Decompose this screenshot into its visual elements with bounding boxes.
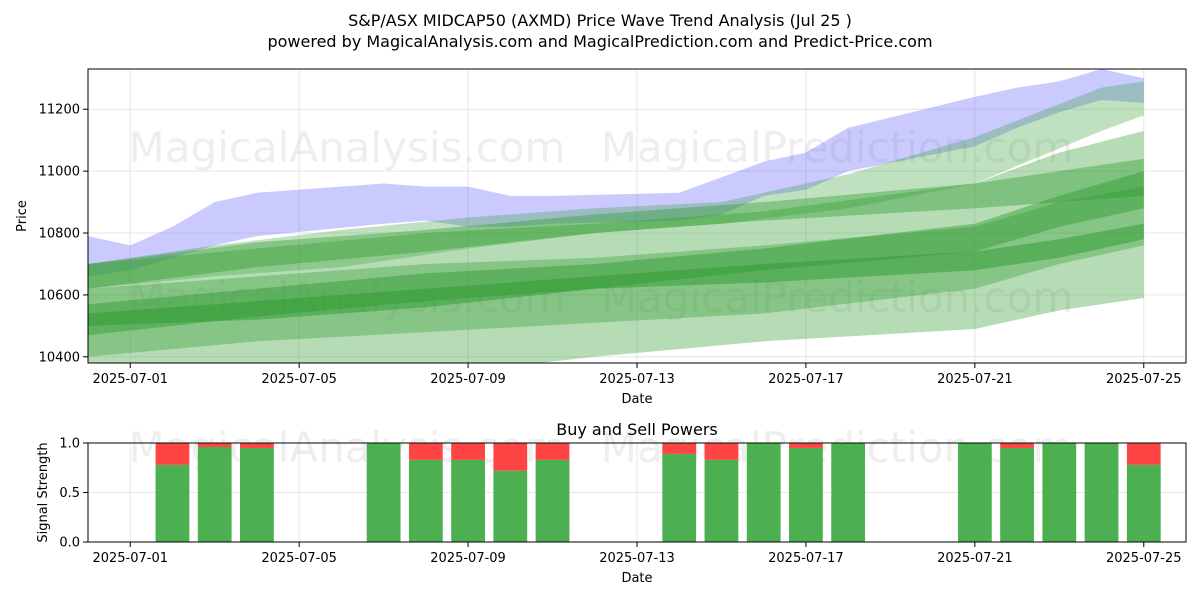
price-panel: MagicalAnalysis.com MagicalPrediction.com… xyxy=(15,68,1187,407)
bottom-y-tick-label: 0.5 xyxy=(59,486,80,501)
bottom-y-tick-label: 1.0 xyxy=(59,437,80,452)
bottom-x-tick-label: 2025-07-09 xyxy=(430,551,506,566)
bottom-y-tick-label: 0.0 xyxy=(59,536,80,551)
buy-bar xyxy=(957,443,992,542)
buy-bar xyxy=(789,447,823,542)
top-y-tick-label: 11000 xyxy=(39,165,80,180)
bottom-y-axis-label: Signal Strength xyxy=(36,442,51,542)
sell-bar xyxy=(535,443,570,460)
top-x-tick-label: 2025-07-05 xyxy=(261,372,337,387)
buy-bar xyxy=(831,443,866,542)
buy-bar xyxy=(535,459,570,542)
signal-panel-title: Buy and Sell Powers xyxy=(556,420,718,439)
price-band-0 xyxy=(88,69,1144,277)
top-y-tick-label: 10800 xyxy=(39,227,80,242)
top-x-tick-label: 2025-07-21 xyxy=(937,372,1013,387)
buy-bar xyxy=(366,443,401,542)
top-x-tick-label: 2025-07-09 xyxy=(430,372,506,387)
buy-bar xyxy=(1084,443,1119,542)
sell-bar xyxy=(662,443,697,454)
bottom-x-tick-label: 2025-07-17 xyxy=(768,551,844,566)
sell-bar xyxy=(408,443,443,460)
top-x-tick-label: 2025-07-17 xyxy=(768,372,844,387)
chart-title: S&P/ASX MIDCAP50 (AXMD) Price Wave Trend… xyxy=(348,11,852,30)
buy-bar xyxy=(1042,443,1077,542)
buy-bar xyxy=(197,446,232,542)
sell-bar xyxy=(1000,443,1034,448)
sell-bar xyxy=(789,443,823,448)
bands xyxy=(88,69,1144,363)
top-x-tick-label: 2025-07-25 xyxy=(1106,372,1182,387)
sell-bar xyxy=(197,443,232,447)
top-x-tick-label: 2025-07-01 xyxy=(92,372,168,387)
top-x-tick-label: 2025-07-13 xyxy=(599,372,675,387)
buy-bar xyxy=(155,464,190,542)
price-band-6 xyxy=(88,223,1144,326)
buy-bar xyxy=(408,459,443,542)
top-x-axis-label: Date xyxy=(621,392,652,407)
bottom-x-tick-label: 2025-07-25 xyxy=(1106,551,1182,566)
buy-bar xyxy=(662,453,697,542)
price-band-2 xyxy=(88,158,1144,289)
buy-bar xyxy=(240,447,274,542)
buy-bar xyxy=(1126,464,1161,542)
buy-bar xyxy=(1000,447,1034,542)
watermark: MagicalPrediction.com xyxy=(601,123,1074,172)
chart-subtitle: powered by MagicalAnalysis.com and Magic… xyxy=(267,32,932,51)
price-band-4 xyxy=(88,171,1144,336)
signal-panel: MagicalAnalysis.comMagicalPrediction.com… xyxy=(36,420,1187,586)
bottom-x-tick-label: 2025-07-05 xyxy=(261,551,337,566)
top-y-tick-label: 10600 xyxy=(39,288,80,303)
price-band-1 xyxy=(88,81,1144,289)
buy-bar xyxy=(704,459,739,542)
sell-bar xyxy=(451,443,485,460)
sell-bar xyxy=(1126,443,1161,465)
buy-bar xyxy=(451,459,485,542)
bottom-x-axis-label: Date xyxy=(621,571,652,586)
sell-bar xyxy=(155,443,190,465)
top-y-tick-label: 11200 xyxy=(39,103,80,118)
buy-bar xyxy=(746,443,781,542)
sell-bar xyxy=(704,443,739,460)
sell-bar xyxy=(240,443,274,448)
bottom-x-tick-label: 2025-07-13 xyxy=(599,551,675,566)
bottom-x-tick-label: 2025-07-01 xyxy=(92,551,168,566)
buy-bar xyxy=(493,470,528,542)
top-y-tick-label: 10400 xyxy=(39,350,80,365)
watermark: MagicalAnalysis.com xyxy=(129,123,566,172)
signal-bars xyxy=(155,443,1161,542)
bottom-x-tick-label: 2025-07-21 xyxy=(937,551,1013,566)
sell-bar xyxy=(493,443,528,471)
top-y-axis-label: Price xyxy=(15,200,30,232)
